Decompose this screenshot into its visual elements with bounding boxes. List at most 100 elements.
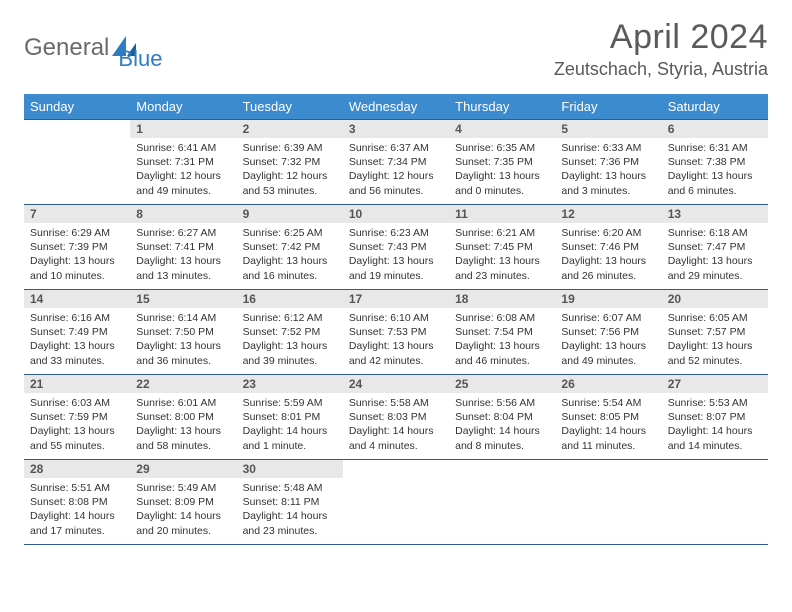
day-number: 9 — [237, 205, 343, 223]
sunset-line: Sunset: 7:47 PM — [668, 240, 762, 254]
calendar-cell: 13Sunrise: 6:18 AMSunset: 7:47 PMDayligh… — [662, 205, 768, 290]
daylight-line: Daylight: 12 hours and 56 minutes. — [349, 169, 443, 197]
sunset-line: Sunset: 8:01 PM — [243, 410, 337, 424]
day-number: 8 — [130, 205, 236, 223]
calendar-cell: .. — [449, 460, 555, 545]
calendar-cell: 7Sunrise: 6:29 AMSunset: 7:39 PMDaylight… — [24, 205, 130, 290]
sunset-line: Sunset: 7:32 PM — [243, 155, 337, 169]
sunset-line: Sunset: 8:04 PM — [455, 410, 549, 424]
sunrise-line: Sunrise: 6:18 AM — [668, 226, 762, 240]
day-number: 2 — [237, 120, 343, 138]
day-number: 18 — [449, 290, 555, 308]
sunrise-line: Sunrise: 6:03 AM — [30, 396, 124, 410]
sunrise-line: Sunrise: 6:21 AM — [455, 226, 549, 240]
daylight-line: Daylight: 13 hours and 49 minutes. — [561, 339, 655, 367]
calendar-row: ..1Sunrise: 6:41 AMSunset: 7:31 PMDaylig… — [24, 120, 768, 205]
calendar-cell: 3Sunrise: 6:37 AMSunset: 7:34 PMDaylight… — [343, 120, 449, 205]
weekday-friday: Friday — [555, 94, 661, 120]
sunset-line: Sunset: 7:42 PM — [243, 240, 337, 254]
sunrise-line: Sunrise: 5:53 AM — [668, 396, 762, 410]
sunrise-line: Sunrise: 6:41 AM — [136, 141, 230, 155]
day-body: Sunrise: 6:31 AMSunset: 7:38 PMDaylight:… — [662, 138, 768, 202]
calendar-cell: .. — [24, 120, 130, 205]
sunrise-line: Sunrise: 6:08 AM — [455, 311, 549, 325]
sunset-line: Sunset: 7:35 PM — [455, 155, 549, 169]
sunset-line: Sunset: 7:38 PM — [668, 155, 762, 169]
title-block: April 2024 Zeutschach, Styria, Austria — [554, 18, 768, 80]
day-body: Sunrise: 6:10 AMSunset: 7:53 PMDaylight:… — [343, 308, 449, 372]
sunset-line: Sunset: 8:09 PM — [136, 495, 230, 509]
day-body: Sunrise: 5:54 AMSunset: 8:05 PMDaylight:… — [555, 393, 661, 457]
calendar-row: 14Sunrise: 6:16 AMSunset: 7:49 PMDayligh… — [24, 290, 768, 375]
daylight-line: Daylight: 13 hours and 26 minutes. — [561, 254, 655, 282]
day-body: Sunrise: 5:49 AMSunset: 8:09 PMDaylight:… — [130, 478, 236, 542]
calendar-cell: 16Sunrise: 6:12 AMSunset: 7:52 PMDayligh… — [237, 290, 343, 375]
sunrise-line: Sunrise: 5:59 AM — [243, 396, 337, 410]
sunrise-line: Sunrise: 6:27 AM — [136, 226, 230, 240]
weekday-tuesday: Tuesday — [237, 94, 343, 120]
brand-part2: Blue — [118, 46, 162, 72]
calendar-cell: 11Sunrise: 6:21 AMSunset: 7:45 PMDayligh… — [449, 205, 555, 290]
daylight-line: Daylight: 13 hours and 6 minutes. — [668, 169, 762, 197]
day-body: Sunrise: 5:53 AMSunset: 8:07 PMDaylight:… — [662, 393, 768, 457]
sunrise-line: Sunrise: 6:12 AM — [243, 311, 337, 325]
day-body: Sunrise: 6:25 AMSunset: 7:42 PMDaylight:… — [237, 223, 343, 287]
day-body: Sunrise: 6:23 AMSunset: 7:43 PMDaylight:… — [343, 223, 449, 287]
day-body: Sunrise: 6:20 AMSunset: 7:46 PMDaylight:… — [555, 223, 661, 287]
day-body: Sunrise: 6:01 AMSunset: 8:00 PMDaylight:… — [130, 393, 236, 457]
day-body: Sunrise: 6:27 AMSunset: 7:41 PMDaylight:… — [130, 223, 236, 287]
calendar-cell: 5Sunrise: 6:33 AMSunset: 7:36 PMDaylight… — [555, 120, 661, 205]
sunrise-line: Sunrise: 6:39 AM — [243, 141, 337, 155]
weekday-saturday: Saturday — [662, 94, 768, 120]
day-body: Sunrise: 6:08 AMSunset: 7:54 PMDaylight:… — [449, 308, 555, 372]
page-title: April 2024 — [554, 18, 768, 57]
calendar-cell: .. — [662, 460, 768, 545]
day-body: Sunrise: 5:48 AMSunset: 8:11 PMDaylight:… — [237, 478, 343, 542]
day-body: Sunrise: 6:33 AMSunset: 7:36 PMDaylight:… — [555, 138, 661, 202]
day-number: 17 — [343, 290, 449, 308]
day-number: 30 — [237, 460, 343, 478]
sunset-line: Sunset: 7:53 PM — [349, 325, 443, 339]
calendar-row: 21Sunrise: 6:03 AMSunset: 7:59 PMDayligh… — [24, 375, 768, 460]
day-number: 4 — [449, 120, 555, 138]
weekday-monday: Monday — [130, 94, 236, 120]
day-number: 22 — [130, 375, 236, 393]
day-number: 6 — [662, 120, 768, 138]
day-number: 19 — [555, 290, 661, 308]
sunrise-line: Sunrise: 6:14 AM — [136, 311, 230, 325]
day-number: 1 — [130, 120, 236, 138]
daylight-line: Daylight: 14 hours and 8 minutes. — [455, 424, 549, 452]
day-number: 29 — [130, 460, 236, 478]
sunrise-line: Sunrise: 6:07 AM — [561, 311, 655, 325]
calendar-cell: 14Sunrise: 6:16 AMSunset: 7:49 PMDayligh… — [24, 290, 130, 375]
day-number: 11 — [449, 205, 555, 223]
sunrise-line: Sunrise: 6:01 AM — [136, 396, 230, 410]
calendar-cell: 15Sunrise: 6:14 AMSunset: 7:50 PMDayligh… — [130, 290, 236, 375]
sunset-line: Sunset: 7:34 PM — [349, 155, 443, 169]
sunrise-line: Sunrise: 6:35 AM — [455, 141, 549, 155]
daylight-line: Daylight: 13 hours and 23 minutes. — [455, 254, 549, 282]
daylight-line: Daylight: 14 hours and 14 minutes. — [668, 424, 762, 452]
calendar-table: Sunday Monday Tuesday Wednesday Thursday… — [24, 94, 768, 545]
brand-part1: General — [24, 34, 109, 62]
sunrise-line: Sunrise: 6:25 AM — [243, 226, 337, 240]
calendar-cell: 29Sunrise: 5:49 AMSunset: 8:09 PMDayligh… — [130, 460, 236, 545]
day-number: 13 — [662, 205, 768, 223]
calendar-cell: 6Sunrise: 6:31 AMSunset: 7:38 PMDaylight… — [662, 120, 768, 205]
daylight-line: Daylight: 13 hours and 58 minutes. — [136, 424, 230, 452]
day-body: Sunrise: 6:39 AMSunset: 7:32 PMDaylight:… — [237, 138, 343, 202]
calendar-cell: 22Sunrise: 6:01 AMSunset: 8:00 PMDayligh… — [130, 375, 236, 460]
day-body: Sunrise: 6:37 AMSunset: 7:34 PMDaylight:… — [343, 138, 449, 202]
sunrise-line: Sunrise: 6:33 AM — [561, 141, 655, 155]
calendar-row: 28Sunrise: 5:51 AMSunset: 8:08 PMDayligh… — [24, 460, 768, 545]
daylight-line: Daylight: 12 hours and 49 minutes. — [136, 169, 230, 197]
sunset-line: Sunset: 7:56 PM — [561, 325, 655, 339]
sunset-line: Sunset: 7:43 PM — [349, 240, 443, 254]
daylight-line: Daylight: 13 hours and 52 minutes. — [668, 339, 762, 367]
calendar-cell: 25Sunrise: 5:56 AMSunset: 8:04 PMDayligh… — [449, 375, 555, 460]
daylight-line: Daylight: 13 hours and 39 minutes. — [243, 339, 337, 367]
calendar-cell: 1 Sunrise: 6:41 AMSunset: 7:31 PMDaylight… — [130, 120, 236, 205]
sunset-line: Sunset: 7:31 PM — [136, 155, 230, 169]
day-number: 10 — [343, 205, 449, 223]
sunset-line: Sunset: 8:08 PM — [30, 495, 124, 509]
